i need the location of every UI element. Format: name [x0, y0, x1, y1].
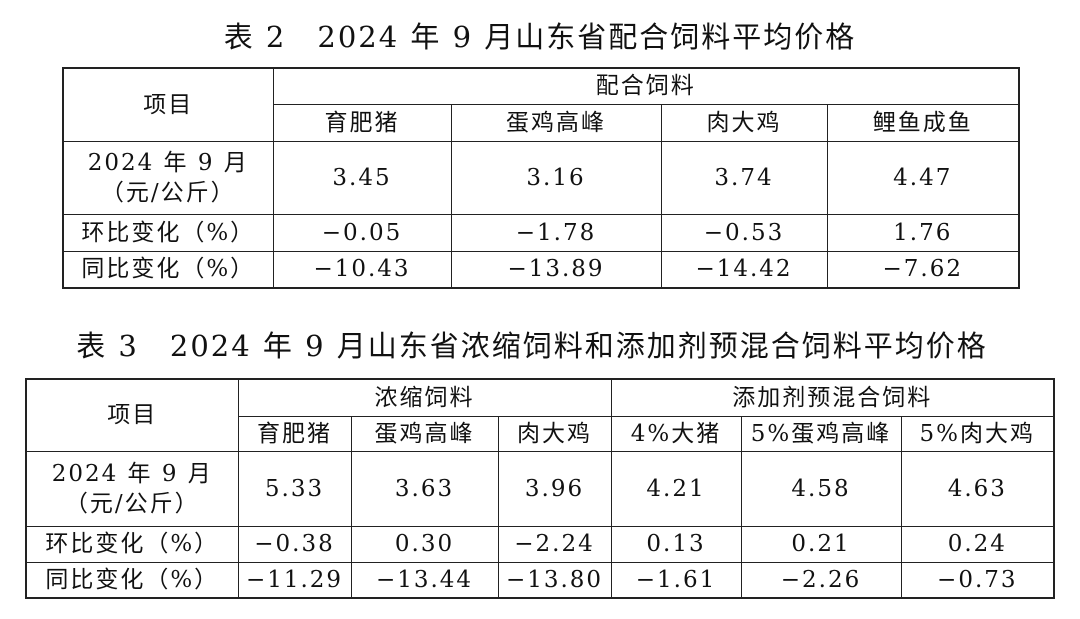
column-header: 4%大猪	[610, 415, 742, 452]
header-row: 育肥猪 蛋鸡高峰 肉大鸡 4%大猪 5%蛋鸡高峰 5%肉大鸡	[26, 415, 1055, 452]
table-title: 表 3 2024 年 9 月山东省浓缩饲料和添加剂预混合饲料平均价格	[76, 329, 988, 363]
row-label: 环比变化（%）	[62, 213, 274, 252]
cell-value: 3.74	[660, 140, 828, 215]
data-row: 2024 年 9 月 （元/公斤） 3.45 3.16 3.74 4.47	[62, 140, 1020, 215]
row-label-line: 环比变化（%）	[45, 531, 220, 557]
cell-value: 1.76	[826, 213, 1020, 252]
column-header: 肉大鸡	[497, 415, 612, 452]
data-row: 同比变化（%） −10.43 −13.89 −14.42 −7.62	[62, 250, 1020, 289]
item-header: 项目	[62, 67, 274, 142]
cell-value: 0.13	[610, 525, 742, 563]
column-header: 5%肉大鸡	[900, 415, 1055, 452]
cell-value: −10.43	[272, 250, 452, 289]
cell-value: 4.21	[610, 450, 742, 527]
cell-value: −13.89	[450, 250, 662, 289]
group-header: 添加剂预混合饲料	[610, 378, 1055, 417]
column-header: 蛋鸡高峰	[450, 103, 662, 142]
row-label: 同比变化（%）	[25, 561, 239, 599]
table-title: 表 2 2024 年 9 月山东省配合饲料平均价格	[223, 20, 857, 54]
row-label: 环比变化（%）	[25, 525, 239, 563]
cell-value: −11.29	[237, 561, 352, 599]
item-header: 项目	[25, 378, 239, 452]
row-label-line: （元/公斤）	[100, 179, 236, 206]
group-header: 配合饲料	[272, 67, 1020, 105]
cell-value: 3.63	[350, 450, 499, 527]
cell-value: −13.44	[350, 561, 499, 599]
cell-value: −7.62	[826, 250, 1020, 289]
cell-value: −1.78	[450, 213, 662, 252]
cell-value: 4.58	[740, 450, 902, 527]
row-label-line: 2024 年 9 月	[87, 149, 249, 176]
column-header: 蛋鸡高峰	[350, 415, 499, 452]
cell-value: 3.96	[497, 450, 612, 527]
cell-value: −0.53	[660, 213, 828, 252]
cell-value: 0.21	[740, 525, 902, 563]
data-row: 2024 年 9 月 （元/公斤） 5.33 3.63 3.96 4.21 4.58 4.63	[25, 450, 1055, 527]
group-header: 浓缩饲料	[237, 378, 612, 417]
header-row: 项目 浓缩饲料 添加剂预混合饲料	[25, 378, 1055, 452]
cell-value: 4.63	[900, 450, 1055, 527]
row-label-line: 同比变化（%）	[45, 566, 220, 593]
header-row: 项目 配合饲料	[62, 67, 1020, 142]
column-header: 育肥猪	[272, 103, 452, 142]
price-table: 项目 浓缩饲料 添加剂预混合饲料 育肥猪 蛋鸡高峰 肉大鸡 4%大猪 5%蛋鸡高峰 5%肉大鸡 2…	[25, 378, 1056, 599]
cell-value: 4.47	[826, 140, 1020, 215]
cell-value: 3.45	[272, 140, 452, 215]
cell-value: 0.30	[350, 525, 499, 563]
row-label: 同比变化（%）	[62, 250, 274, 289]
cell-value: −1.61	[610, 561, 742, 599]
cell-value: 5.33	[237, 450, 352, 527]
price-table: 项目 配合饲料 育肥猪 蛋鸡高峰 肉大鸡 鲤鱼成鱼 2024 年 9 月 （元/公斤） 3.45…	[62, 67, 1020, 289]
cell-value: 3.16	[450, 140, 662, 215]
row-label: 2024 年 9 月 （元/公斤）	[25, 450, 239, 527]
cell-value: −0.05	[272, 213, 452, 252]
cell-value: 0.24	[900, 525, 1055, 563]
row-label: 2024 年 9 月 （元/公斤）	[62, 140, 274, 215]
row-label-line: 环比变化（%）	[81, 219, 256, 246]
cell-value: −0.73	[900, 561, 1055, 599]
cell-value: −0.38	[237, 525, 352, 563]
row-label-line: 2024 年 9 月	[51, 460, 213, 487]
cell-value: −14.42	[660, 250, 828, 289]
cell-value: −2.24	[497, 525, 612, 563]
column-header: 肉大鸡	[660, 103, 828, 142]
column-header: 鲤鱼成鱼	[826, 103, 1020, 142]
row-label-line: （元/公斤）	[64, 490, 200, 517]
data-row: 环比变化（%） −0.05 −1.78 −0.53 1.76	[62, 213, 1020, 252]
data-row: 环比变化（%） −0.38 0.30 −2.24 0.13 0.21 0.24	[25, 525, 1055, 563]
row-label-line: 同比变化（%）	[81, 256, 256, 283]
cell-value: −13.80	[497, 561, 612, 599]
column-header: 育肥猪	[237, 415, 352, 452]
cell-value: −2.26	[740, 561, 902, 599]
data-row: 同比变化（%） −11.29 −13.44 −13.80 −1.61 −2.26 −0.73	[25, 561, 1055, 599]
column-header: 5%蛋鸡高峰	[740, 415, 902, 452]
